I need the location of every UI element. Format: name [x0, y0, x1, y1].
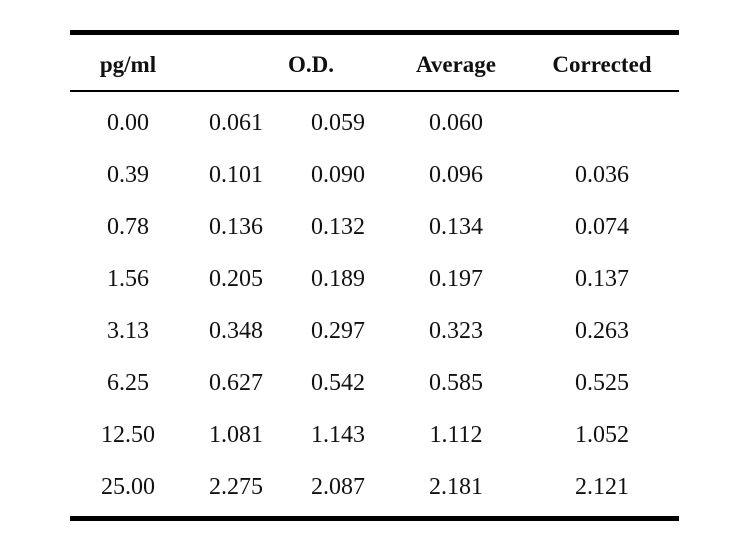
table-row: 1.56 0.205 0.189 0.197 0.137 [70, 253, 679, 305]
cell-average: 0.197 [429, 265, 483, 292]
cell-corrected: 1.052 [575, 421, 629, 448]
cell-od-1: 2.275 [209, 473, 263, 500]
table-header-row: pg/ml O.D. Average Corrected [70, 35, 679, 90]
cell-concentration: 3.13 [107, 317, 149, 344]
table-row: 0.39 0.101 0.090 0.096 0.036 [70, 149, 679, 201]
cell-concentration: 25.00 [101, 473, 155, 500]
cell-od-1: 0.348 [209, 317, 263, 344]
cell-od-2: 0.189 [311, 265, 365, 292]
cell-concentration: 12.50 [101, 421, 155, 448]
cell-average: 0.096 [429, 161, 483, 188]
cell-od-1: 0.136 [209, 213, 263, 240]
cell-corrected: 0.036 [575, 161, 629, 188]
cell-od-1: 0.205 [209, 265, 263, 292]
cell-od-2: 0.132 [311, 213, 365, 240]
cell-corrected: 0.525 [575, 369, 629, 396]
cell-average: 0.585 [429, 369, 483, 396]
cell-od-1: 0.061 [209, 109, 263, 136]
cell-od-2: 1.143 [311, 421, 365, 448]
cell-corrected: 0.074 [575, 213, 629, 240]
cell-average: 0.323 [429, 317, 483, 344]
cell-concentration: 0.39 [107, 161, 149, 188]
cell-od-1: 1.081 [209, 421, 263, 448]
table-body: 0.00 0.061 0.059 0.060 0.39 0.101 0.090 … [70, 92, 679, 516]
cell-average: 0.060 [429, 109, 483, 136]
cell-concentration: 6.25 [107, 369, 149, 396]
cell-concentration: 0.00 [107, 109, 149, 136]
cell-od-2: 0.090 [311, 161, 365, 188]
cell-od-1: 0.627 [209, 369, 263, 396]
cell-corrected: 0.137 [575, 265, 629, 292]
cell-corrected: 0.263 [575, 317, 629, 344]
cell-corrected: 2.121 [575, 473, 629, 500]
header-average: Average [415, 51, 497, 77]
cell-od-2: 0.542 [311, 369, 365, 396]
cell-od-2: 0.059 [311, 109, 365, 136]
table-row: 6.25 0.627 0.542 0.585 0.525 [70, 357, 679, 409]
table-bottom-rule [70, 516, 679, 521]
header-od: O.D. [288, 51, 334, 77]
cell-concentration: 0.78 [107, 213, 149, 240]
table-row: 0.78 0.136 0.132 0.134 0.074 [70, 201, 679, 253]
cell-average: 0.134 [429, 213, 483, 240]
standard-curve-table: pg/ml O.D. Average Corrected 0.00 0.061 … [70, 30, 679, 521]
table-row: 12.50 1.081 1.143 1.112 1.052 [70, 409, 679, 461]
table-row: 3.13 0.348 0.297 0.323 0.263 [70, 305, 679, 357]
table-top-rule [70, 30, 679, 35]
cell-concentration: 1.56 [107, 265, 149, 292]
table-row: 25.00 2.275 2.087 2.181 2.121 [70, 461, 679, 513]
cell-average: 2.181 [429, 473, 483, 500]
table-header-rule [70, 90, 679, 92]
cell-average: 1.112 [429, 421, 483, 448]
cell-od-1: 0.101 [209, 161, 263, 188]
header-corrected: Corrected [552, 51, 652, 77]
table-row: 0.00 0.061 0.059 0.060 [70, 97, 679, 149]
cell-od-2: 0.297 [311, 317, 365, 344]
cell-od-2: 2.087 [311, 473, 365, 500]
cell-corrected [542, 97, 662, 149]
header-concentration: pg/ml [99, 51, 157, 77]
